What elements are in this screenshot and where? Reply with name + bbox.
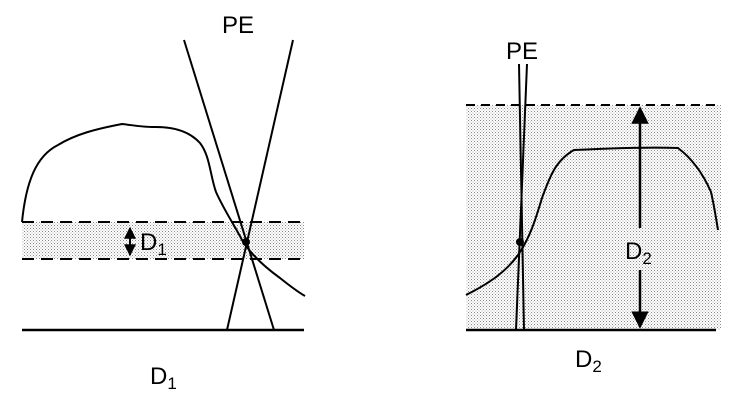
right-focal-point (516, 238, 524, 246)
left-focal-point (242, 238, 250, 246)
left-profile-curve (21, 122, 306, 297)
left-caption: D1 (150, 363, 177, 393)
left-pe-line-b (226, 39, 294, 331)
left-pe-line-a (183, 39, 275, 331)
right-pe-line-b (515, 63, 528, 331)
right-band-label: D2 (625, 238, 652, 268)
right-panel: PE D2 D2 (465, 38, 721, 376)
right-profile-curve (465, 146, 719, 296)
left-pe-label: PE (222, 12, 254, 39)
left-depth-band (22, 222, 304, 259)
right-pe-label: PE (506, 38, 538, 65)
right-caption: D2 (575, 346, 602, 376)
left-panel: PE D1 D1 (21, 12, 306, 393)
right-depth-band (466, 105, 721, 330)
left-band-label: D1 (140, 229, 167, 259)
